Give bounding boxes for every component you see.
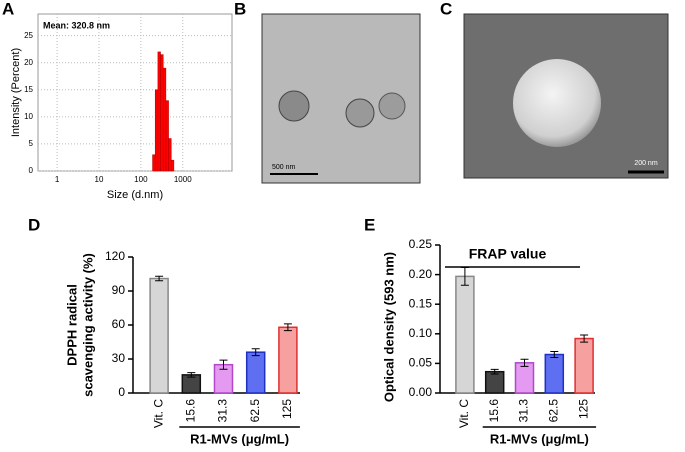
x-tick-label: 15.6 <box>487 399 501 423</box>
x-axis-label: Size (d.nm) <box>107 189 163 201</box>
x-axis-label: R1-MVs (μg/mL) <box>190 431 289 446</box>
y-axis-label: scavenging activity (%) <box>80 253 95 397</box>
annotation: Mean: 320.8 nm <box>43 20 110 30</box>
x-tick-label: 31.3 <box>216 399 230 423</box>
y-tick-label: 120 <box>105 249 125 263</box>
bar <box>154 89 159 172</box>
bar <box>165 100 169 172</box>
bar <box>574 337 594 394</box>
bar <box>157 51 161 172</box>
bar <box>160 54 164 172</box>
panel-label: B <box>234 0 246 18</box>
scale-bar-label: 500 nm <box>272 164 296 171</box>
y-tick-label: 0.25 <box>409 237 433 251</box>
plot-frame <box>37 13 233 172</box>
x-axis-label: R1-MVs (μg/mL) <box>490 431 589 446</box>
panel-label: D <box>28 215 40 234</box>
bar <box>245 351 266 394</box>
x-tick-label: 125 <box>280 399 294 419</box>
y-tick-label: 25 <box>24 31 33 40</box>
y-tick-label: 0.10 <box>409 326 433 340</box>
y-tick-label: 30 <box>112 351 126 365</box>
y-axis-label: Optical density (593 nm) <box>381 252 396 402</box>
bar <box>152 154 156 172</box>
x-tick-label: 10 <box>95 175 104 184</box>
bar <box>278 326 298 394</box>
x-tick-label: 125 <box>576 399 590 419</box>
y-tick-label: 20 <box>24 58 33 67</box>
y-tick-label: 15 <box>24 85 33 94</box>
bar <box>484 370 505 394</box>
x-tick-label: 31.3 <box>517 399 531 423</box>
error-bar <box>490 368 499 375</box>
x-tick-label: 100 <box>134 175 148 184</box>
sem-image: 200 nm <box>463 13 669 179</box>
y-axis-label: DPPH radical <box>64 284 79 366</box>
x-tick-label: 1000 <box>174 175 192 184</box>
y-tick-label: 0 <box>118 385 125 399</box>
annotation: FRAP value <box>469 246 547 262</box>
error-bar <box>251 348 260 357</box>
bar <box>514 362 535 394</box>
tem-image: 500 nm <box>261 13 421 184</box>
y-tick-label: 60 <box>112 317 126 331</box>
x-tick-label: 62.5 <box>248 399 262 423</box>
error-bar <box>580 334 589 343</box>
error-bar <box>187 372 196 378</box>
y-tick-label: 0.15 <box>409 296 433 310</box>
y-tick-label: 0.05 <box>409 356 433 370</box>
y-tick-label: 5 <box>29 139 34 148</box>
y-tick-label: 0.00 <box>409 385 433 399</box>
panel-label: A <box>2 0 14 18</box>
error-bar <box>550 351 559 358</box>
y-tick-label: 0.20 <box>409 267 433 281</box>
y-axis-label: Intensity (Percent) <box>10 48 22 137</box>
bar <box>149 277 169 394</box>
x-tick-label: Vit. C <box>151 399 165 428</box>
panel-label: E <box>364 215 375 234</box>
bar <box>170 159 175 172</box>
error-bar <box>283 323 292 332</box>
panel-label: C <box>440 0 452 18</box>
x-tick-label: 15.6 <box>183 399 197 423</box>
scale-bar-label: 200 nm <box>634 160 658 167</box>
bar <box>544 353 565 394</box>
x-tick-label: 62.5 <box>546 399 560 423</box>
error-bar <box>219 359 228 370</box>
bar <box>455 275 475 394</box>
y-tick-label: 0 <box>29 166 34 175</box>
error-bar <box>155 275 164 282</box>
bar <box>168 138 172 172</box>
y-tick-label: 90 <box>112 283 126 297</box>
error-bar <box>520 358 529 367</box>
x-tick-label: 1 <box>55 175 60 184</box>
x-tick-label: Vit. C <box>457 399 471 428</box>
y-tick-label: 10 <box>24 112 33 121</box>
bar <box>162 67 167 172</box>
